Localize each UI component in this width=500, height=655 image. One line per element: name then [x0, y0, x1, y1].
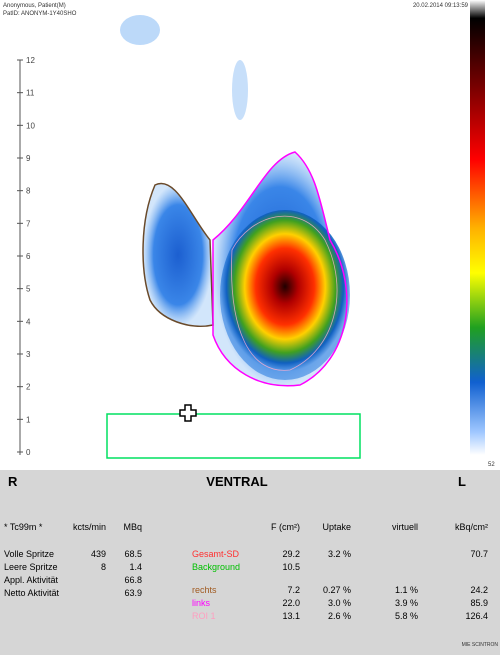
roi-name: rechts	[192, 585, 217, 595]
roi-name: ROI 1	[192, 611, 216, 621]
right-cell: 3.2 %	[328, 549, 351, 559]
left-header: kcts/min	[73, 522, 106, 532]
right-cell: 1.1 %	[395, 585, 418, 595]
right-cell: 0.27 %	[323, 585, 351, 595]
left-cell: 439	[91, 549, 106, 559]
ruler-label: 1	[26, 415, 31, 424]
ruler-label: 9	[26, 154, 31, 163]
ruler-label: 10	[26, 121, 35, 130]
right-cell: 3.9 %	[395, 598, 418, 608]
right-cell: 3.0 %	[328, 598, 351, 608]
ruler-label: 5	[26, 285, 31, 294]
right-cell: 126.4	[465, 611, 488, 621]
right-header: kBq/cm²	[455, 522, 488, 532]
right-cell: 24.2	[470, 585, 488, 595]
datetime: 20.02.2014 09:13:59	[413, 3, 469, 9]
ruler-label: 12	[26, 56, 35, 65]
left-cell: 66.8	[124, 575, 142, 585]
left-cell: 1.4	[129, 562, 142, 572]
ruler-label: 0	[26, 448, 31, 457]
ruler-label: 11	[26, 89, 35, 98]
ruler-label: 3	[26, 350, 31, 359]
scale-bottom: 52	[488, 462, 495, 468]
left-cell: Leere Spritze	[4, 562, 58, 572]
right-cell: 7.2	[287, 585, 300, 595]
patient: Anonymous, Patient(M)	[3, 3, 66, 9]
view-title: VENTRAL	[206, 474, 267, 489]
roi-name: links	[192, 598, 211, 608]
right-header: F (cm²)	[271, 522, 300, 532]
right-cell: 13.1	[282, 611, 300, 621]
right-cell: 70.7	[470, 549, 488, 559]
right-header: Uptake	[322, 522, 351, 532]
roi-name: Background	[192, 562, 240, 572]
right-cell: 22.0	[282, 598, 300, 608]
right-header: virtuell	[392, 522, 418, 532]
ruler-label: 2	[26, 383, 31, 392]
left-cell: 68.5	[124, 549, 142, 559]
left-cell: 63.9	[124, 588, 142, 598]
right-cell: 5.8 %	[395, 611, 418, 621]
ruler-label: 8	[26, 187, 31, 196]
left-cell: Appl. Aktivität	[4, 575, 59, 585]
right-cell: 29.2	[282, 549, 300, 559]
scan	[106, 15, 361, 459]
roi-name: Gesamt-SD	[192, 549, 240, 559]
ruler-label: 4	[26, 317, 31, 326]
left-header: * Tc99m *	[4, 522, 43, 532]
left-cell: Netto Aktivität	[4, 588, 60, 598]
view-right: L	[458, 474, 466, 489]
left-cell: 8	[101, 562, 106, 572]
footer: MIE SCINTRON	[462, 642, 499, 648]
right-cell: 10.5	[282, 562, 300, 572]
left-cell: Volle Spritze	[4, 549, 54, 559]
ruler-label: 6	[26, 252, 31, 261]
left-header: MBq	[123, 522, 142, 532]
ruler-label: 7	[26, 219, 31, 228]
right-cell: 85.9	[470, 598, 488, 608]
view-left: R	[8, 474, 18, 489]
right-cell: 2.6 %	[328, 611, 351, 621]
color-scale	[470, 0, 485, 455]
patid: PatID: ANONYM-1Y40SHO	[3, 11, 77, 17]
